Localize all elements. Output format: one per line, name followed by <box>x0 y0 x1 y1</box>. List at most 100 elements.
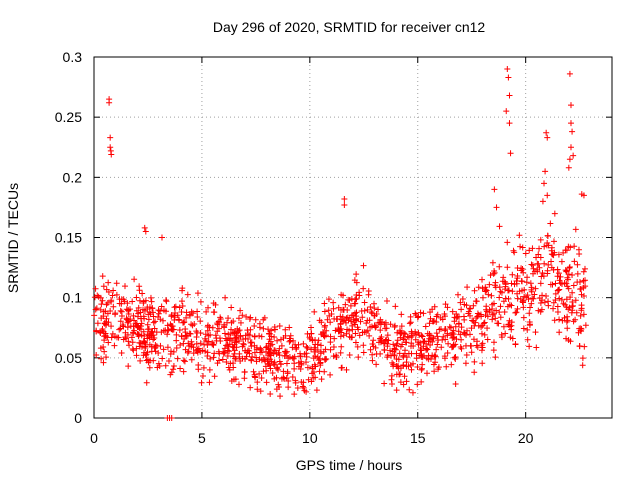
data-point <box>403 354 410 361</box>
data-point <box>209 324 216 331</box>
data-point <box>228 304 235 311</box>
data-point <box>507 334 514 341</box>
data-point <box>276 345 283 352</box>
data-point <box>444 349 451 356</box>
data-point <box>462 360 469 367</box>
data-point <box>391 322 398 329</box>
data-point <box>427 334 434 341</box>
data-point <box>488 292 495 299</box>
data-point <box>509 288 516 295</box>
data-point <box>327 371 334 378</box>
data-point <box>116 296 123 303</box>
data-point <box>550 238 557 245</box>
data-point <box>330 305 337 312</box>
data-point <box>537 300 544 307</box>
data-point <box>483 287 490 294</box>
data-point <box>108 323 115 330</box>
data-point <box>526 247 533 254</box>
data-point <box>496 223 503 230</box>
data-point <box>346 333 353 340</box>
data-point <box>431 303 438 310</box>
data-point <box>152 318 159 325</box>
data-point <box>349 334 356 341</box>
data-point <box>160 346 167 353</box>
data-point <box>267 365 274 372</box>
data-point <box>110 287 117 294</box>
data-point <box>581 265 588 272</box>
data-point <box>165 357 172 364</box>
data-point <box>118 349 125 356</box>
data-point <box>471 287 478 294</box>
data-point <box>280 374 287 381</box>
data-point <box>522 250 529 257</box>
data-point <box>245 335 252 342</box>
data-point <box>490 310 497 317</box>
data-point <box>233 355 240 362</box>
data-point <box>552 280 559 287</box>
data-point <box>177 365 184 372</box>
data-point <box>266 345 273 352</box>
data-point <box>127 323 134 330</box>
data-point <box>141 339 148 346</box>
data-point <box>98 301 105 308</box>
data-point <box>473 342 480 349</box>
data-point <box>512 341 519 348</box>
data-point <box>207 355 214 362</box>
data-point <box>513 309 520 316</box>
data-point <box>312 353 319 360</box>
data-point <box>352 330 359 337</box>
data-point <box>136 297 143 304</box>
data-point <box>300 384 307 391</box>
data-point <box>228 326 235 333</box>
data-point <box>239 312 246 319</box>
data-point <box>457 299 464 306</box>
data-point <box>194 314 201 321</box>
data-point <box>284 370 291 377</box>
data-point <box>151 345 158 352</box>
data-point <box>247 314 254 321</box>
data-point <box>251 349 258 356</box>
data-point <box>446 323 453 330</box>
data-point <box>327 339 334 346</box>
data-point <box>146 326 153 333</box>
data-point <box>493 204 500 211</box>
data-point <box>211 350 218 357</box>
data-point <box>474 313 481 320</box>
data-point <box>408 328 415 335</box>
data-point <box>426 331 433 338</box>
data-point <box>468 342 475 349</box>
data-point <box>188 356 195 363</box>
data-point <box>141 315 148 322</box>
data-point <box>496 284 503 291</box>
data-point <box>382 325 389 332</box>
data-point <box>334 316 341 323</box>
data-point <box>219 356 226 363</box>
data-point <box>582 322 589 329</box>
data-point <box>109 330 116 337</box>
data-point <box>388 352 395 359</box>
data-point <box>136 325 143 332</box>
data-point <box>176 327 183 334</box>
data-point <box>574 270 581 277</box>
data-point <box>407 319 414 326</box>
data-point <box>491 339 498 346</box>
data-point <box>504 66 511 73</box>
data-point <box>164 331 171 338</box>
data-point <box>97 330 104 337</box>
y-tick-label: 0.2 <box>63 169 83 185</box>
data-point <box>408 334 415 341</box>
data-point <box>112 311 119 318</box>
data-point <box>514 305 521 312</box>
data-point <box>203 308 210 315</box>
data-point <box>235 381 242 388</box>
data-point <box>459 295 466 302</box>
data-point <box>574 279 581 286</box>
data-point <box>536 264 543 271</box>
data-point <box>538 273 545 280</box>
data-point <box>452 323 459 330</box>
data-point <box>377 335 384 342</box>
data-point <box>551 317 558 324</box>
data-point <box>544 192 551 199</box>
data-point <box>226 341 233 348</box>
data-point <box>289 344 296 351</box>
